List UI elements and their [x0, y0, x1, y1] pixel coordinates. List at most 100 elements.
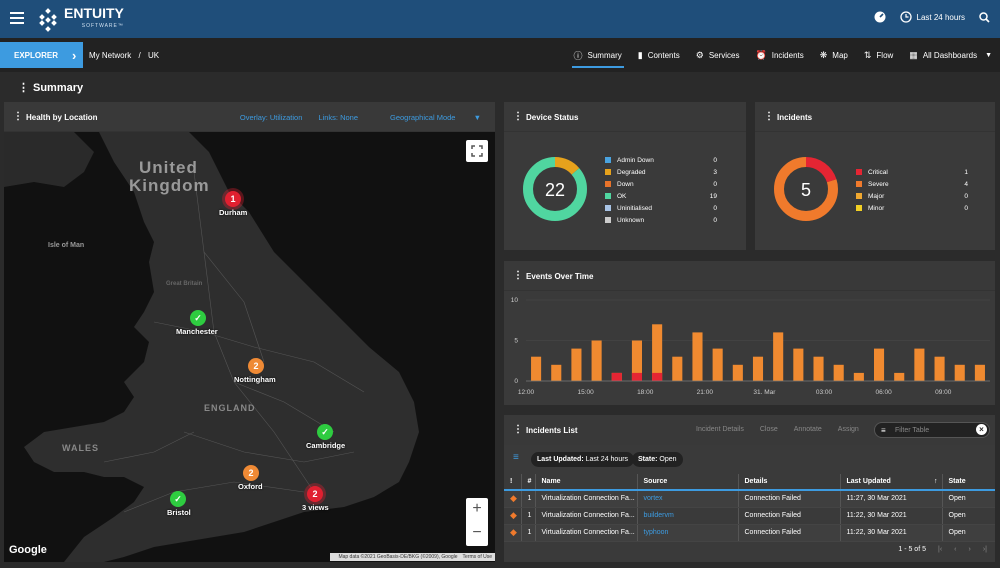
source-link[interactable]: vortex	[637, 490, 739, 508]
critical-event-bar[interactable]	[611, 372, 622, 381]
clock-icon[interactable]	[899, 11, 912, 23]
event-bar[interactable]	[954, 364, 965, 381]
kebab-menu-icon[interactable]: ⋮	[513, 270, 523, 281]
map-canvas[interactable]: United Kingdom Isle of Man ENGLAND WALES…	[4, 132, 495, 562]
terms-link[interactable]: Terms of Use	[462, 554, 492, 560]
legend-item[interactable]: Major 0	[856, 190, 968, 202]
event-bar[interactable]	[894, 372, 905, 381]
event-bar[interactable]	[833, 364, 844, 381]
table-row[interactable]: ◆ 1 Virtualization Connection Fa... vort…	[504, 490, 995, 508]
tab-incidents[interactable]: ⏰ Incidents	[748, 38, 812, 72]
filter-chip-state[interactable]: State: Open	[632, 452, 683, 467]
next-page-icon[interactable]: ›	[968, 546, 971, 553]
tab-flow[interactable]: ⇅ Flow	[856, 38, 901, 72]
event-bar[interactable]	[652, 324, 663, 381]
legend-item[interactable]: Admin Down 0	[605, 154, 717, 166]
tab-contents[interactable]: ▮ Contents	[630, 38, 688, 72]
source-link[interactable]: typhoon	[637, 524, 739, 542]
legend-item[interactable]: Critical 1	[856, 166, 968, 178]
table-row[interactable]: ◆ 1 Virtualization Connection Fa... buil…	[504, 507, 995, 525]
column-state[interactable]: State	[942, 474, 995, 491]
legend-item[interactable]: Unknown 0	[605, 214, 717, 226]
map-marker-durham[interactable]: 1	[225, 191, 241, 207]
table-row[interactable]: ◆ 1 Virtualization Connection Fa... typh…	[504, 524, 995, 542]
legend-item[interactable]: Degraded 3	[605, 166, 717, 178]
event-bar[interactable]	[712, 348, 723, 381]
column-details[interactable]: Details	[738, 474, 841, 491]
assign-button[interactable]: Assign	[837, 426, 859, 433]
breadcrumb-uk[interactable]: UK	[147, 51, 160, 60]
explorer-button[interactable]: EXPLORER ›	[0, 42, 83, 68]
event-bar[interactable]	[631, 340, 642, 382]
fullscreen-button[interactable]	[466, 140, 488, 162]
critical-event-bar[interactable]	[652, 372, 663, 381]
event-bar[interactable]	[813, 356, 824, 381]
tab-summary[interactable]: ⓘ Summary	[566, 38, 630, 72]
kebab-menu-icon[interactable]: ⋮	[764, 111, 774, 122]
tab-map[interactable]: ❋ Map	[812, 38, 856, 72]
event-bar[interactable]	[692, 332, 703, 381]
last-page-icon[interactable]: ›|	[982, 546, 987, 553]
event-bar[interactable]	[793, 348, 804, 381]
legend-item[interactable]: OK 19	[605, 190, 717, 202]
event-bar[interactable]	[571, 348, 582, 381]
event-bar[interactable]	[531, 356, 542, 381]
first-page-icon[interactable]: |‹	[938, 546, 943, 553]
zoom-in-button[interactable]: +	[472, 500, 482, 517]
map-marker-cambridge[interactable]: ✓	[317, 424, 333, 440]
column-last-updated[interactable]: Last Updated ↑	[840, 474, 943, 491]
event-bar[interactable]	[934, 356, 945, 381]
event-bar[interactable]	[853, 372, 864, 381]
tab-all-dashboards[interactable]: ▦ All Dashboards ▼	[901, 38, 1000, 72]
event-bar[interactable]	[732, 364, 743, 381]
close-button[interactable]: Close	[759, 426, 778, 433]
time-range-label[interactable]: Last 24 hours	[916, 12, 965, 22]
filter-table-input[interactable]: ≡ Filter Table	[874, 422, 990, 438]
search-icon[interactable]	[979, 11, 990, 23]
legend-item[interactable]: Severe 4	[856, 178, 968, 190]
column-count[interactable]: #	[521, 474, 536, 491]
map-marker-manchester[interactable]: ✓	[190, 310, 206, 326]
filter-toggle-icon[interactable]: ≡	[513, 452, 519, 463]
event-bar[interactable]	[914, 348, 925, 381]
breadcrumb-my-network[interactable]: My Network	[89, 51, 132, 60]
incident-details-button[interactable]: Incident Details	[696, 426, 744, 433]
annotate-button[interactable]: Annotate	[793, 426, 822, 433]
event-bar[interactable]	[672, 356, 683, 381]
legend-item[interactable]: Uninitialised 0	[605, 202, 717, 214]
tab-services[interactable]: ⚙ Services	[688, 38, 748, 72]
column-source[interactable]: Source	[637, 474, 739, 491]
legend-item[interactable]: Minor 0	[856, 202, 968, 214]
kebab-menu-icon[interactable]: ⋮	[18, 82, 29, 94]
brand-logo: ENTUITY SOFTWARE™	[36, 6, 124, 33]
map-marker-nottingham[interactable]: 2	[248, 358, 264, 374]
speed-icon[interactable]	[874, 11, 886, 23]
event-bar[interactable]	[974, 364, 985, 381]
kebab-menu-icon[interactable]: ⋮	[513, 111, 523, 122]
incident-slice[interactable]	[774, 157, 838, 221]
column-severity[interactable]: !	[504, 474, 522, 491]
clear-filter-button[interactable]: ×	[976, 424, 987, 435]
device-status-slice[interactable]	[523, 157, 587, 221]
filter-chip-last-updated[interactable]: Last Updated: Last 24 hours	[531, 452, 635, 467]
overlay-selector[interactable]: Overlay: Utilization	[239, 113, 303, 122]
kebab-menu-icon[interactable]: ⋮	[13, 111, 23, 122]
event-bar[interactable]	[874, 348, 885, 381]
kebab-menu-icon[interactable]: ⋮	[513, 424, 523, 435]
menu-icon[interactable]	[10, 12, 24, 24]
map-marker-london[interactable]: 2	[307, 486, 323, 502]
critical-event-bar[interactable]	[631, 372, 642, 381]
map-marker-oxford[interactable]: 2	[243, 465, 259, 481]
links-selector[interactable]: Links: None	[318, 113, 358, 122]
prev-page-icon[interactable]: ‹	[954, 546, 957, 553]
geographical-mode-selector[interactable]: Geographical Mode ▼	[374, 113, 481, 122]
column-name[interactable]: Name	[535, 474, 638, 491]
legend-item[interactable]: Down 0	[605, 178, 717, 190]
event-bar[interactable]	[591, 340, 602, 382]
event-bar[interactable]	[773, 332, 784, 381]
source-link[interactable]: buildervm	[637, 507, 739, 525]
map-marker-bristol[interactable]: ✓	[170, 491, 186, 507]
event-bar[interactable]	[551, 364, 562, 381]
zoom-out-button[interactable]: −	[472, 524, 482, 541]
event-bar[interactable]	[752, 356, 764, 381]
